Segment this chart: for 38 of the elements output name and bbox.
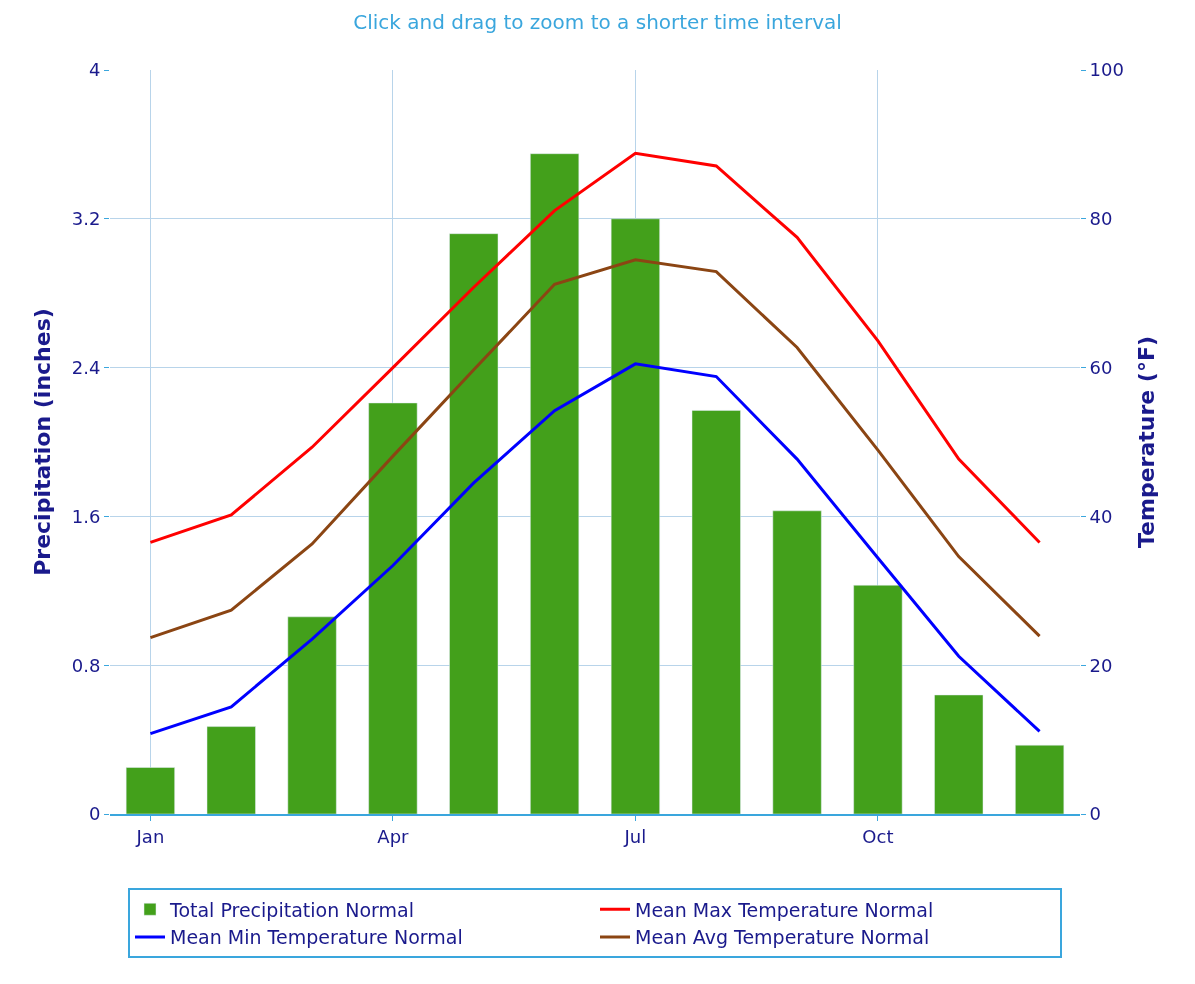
bar (530, 153, 580, 814)
y2-axis-title: Temperature (°F) (1133, 335, 1159, 549)
legend-label: Mean Avg Temperature Normal (635, 926, 930, 949)
y-tick-label: 1.6 (71, 505, 101, 527)
y-tick-label: 0.8 (71, 654, 101, 676)
y2-tick-label: 100 (1089, 59, 1124, 81)
bar (287, 616, 337, 814)
y2-tick-label: 80 (1089, 208, 1113, 230)
line-series (148, 362, 1042, 736)
bar (934, 694, 984, 814)
y-tick-label: 4 (88, 59, 101, 81)
y2-tick-label: 0 (1089, 803, 1102, 825)
x-tick-label: Oct (862, 825, 894, 847)
x-tick-label: Apr (377, 825, 410, 847)
bar (691, 410, 741, 814)
bar (610, 218, 660, 814)
bar (368, 402, 418, 814)
x-tick-label: Jan (135, 825, 165, 847)
y2-tick-label: 20 (1089, 654, 1113, 676)
bar (125, 767, 175, 814)
legend-label: Total Precipitation Normal (169, 898, 414, 921)
line-series (148, 258, 1042, 640)
bar (772, 510, 822, 814)
y-tick-label: 2.4 (71, 356, 101, 378)
y-tick-label: 3.2 (71, 208, 101, 230)
bar (206, 726, 256, 814)
y2-tick-label: 40 (1089, 505, 1113, 527)
line-series (148, 151, 1042, 544)
bar (449, 233, 499, 814)
x-tick-label: Jul (623, 825, 647, 847)
legend-label: Mean Max Temperature Normal (635, 898, 934, 921)
legend-label: Mean Min Temperature Normal (170, 926, 463, 949)
y-axis-title: Precipitation (inches) (29, 308, 55, 576)
chart-title: Click and drag to zoom to a shorter time interval (353, 9, 842, 34)
y-tick-label: 0 (88, 803, 101, 825)
bar (853, 584, 903, 814)
y2-tick-label: 60 (1089, 356, 1113, 378)
bar (1015, 744, 1065, 814)
